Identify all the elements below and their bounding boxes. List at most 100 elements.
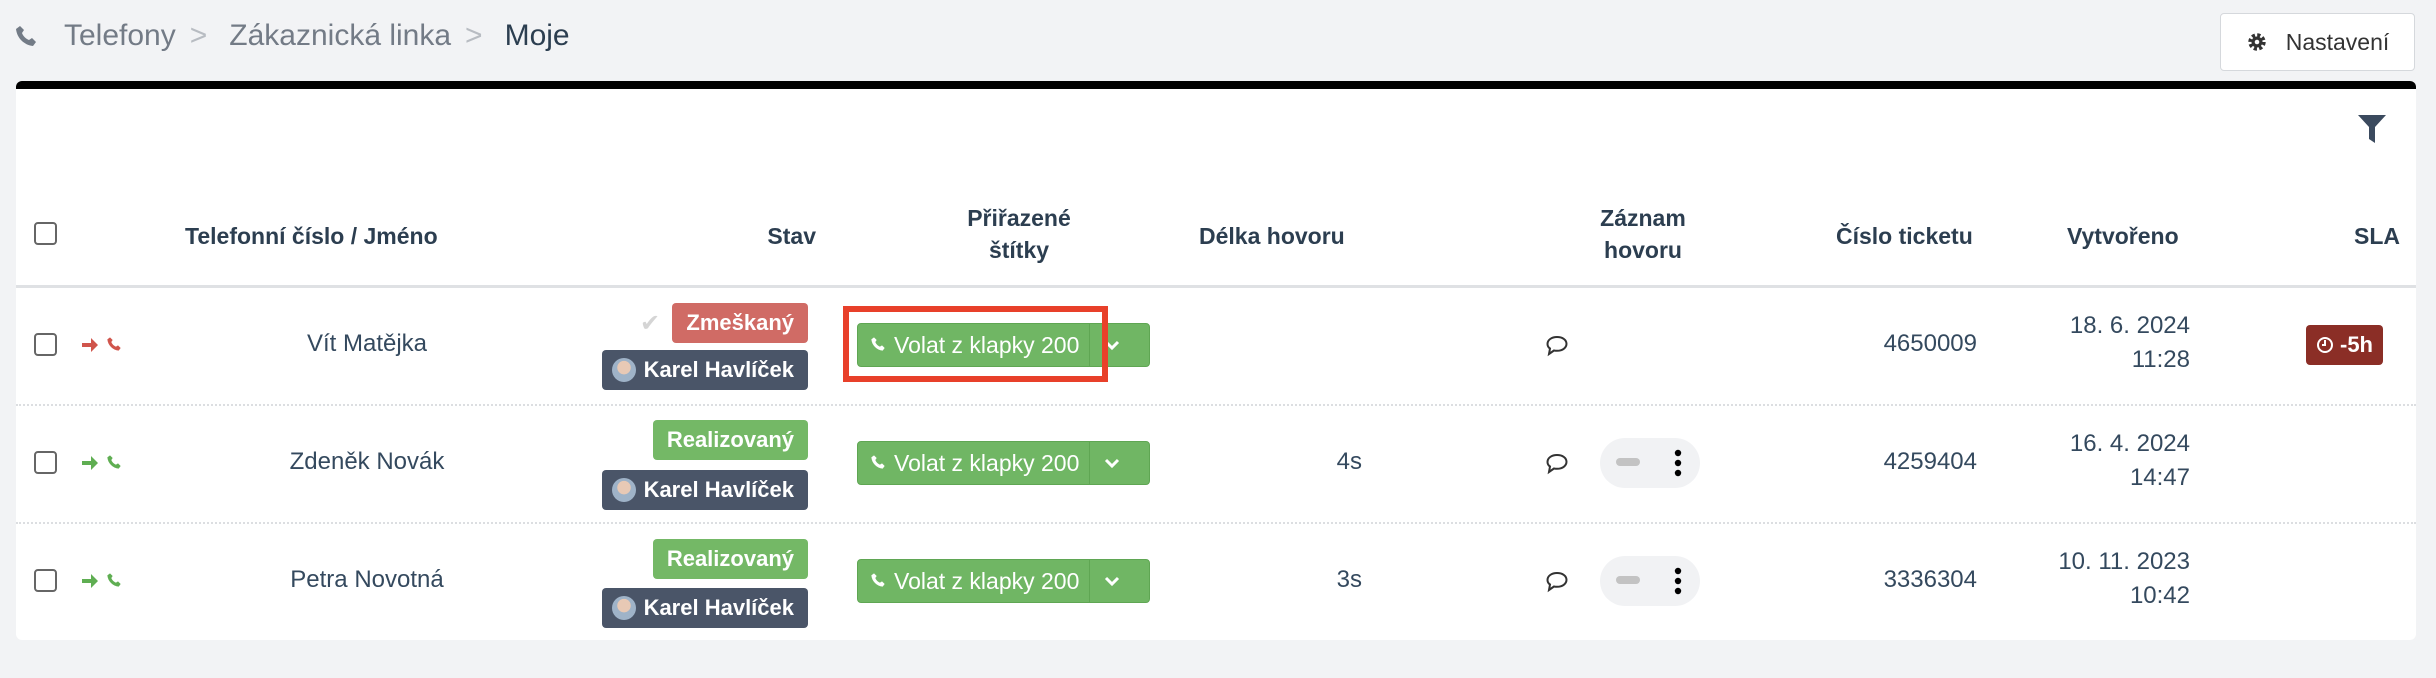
header-tags-line1: Přiřazené: [967, 205, 1071, 231]
call-button-main[interactable]: Volat z klapky 200: [858, 324, 1091, 366]
created-time: 11:28: [2131, 346, 2190, 373]
header-tags: Přiřazené štítky: [919, 202, 1119, 266]
created-time: 10:42: [2129, 582, 2190, 609]
call-direction: [80, 453, 122, 476]
status-badge: Realizovaný: [652, 539, 808, 579]
created-datetime: 18. 6. 2024 11:28: [1990, 309, 2190, 377]
agent-name: Karel Havlíček: [643, 477, 794, 502]
recording-player[interactable]: [1600, 556, 1700, 606]
row-divider: [16, 404, 2416, 406]
calls-table-card: [16, 81, 2416, 640]
settings-label: Nastavení: [2285, 28, 2390, 55]
agent-badge: Karel Havlíček: [601, 588, 808, 628]
header-recording: Záznam hovoru: [1543, 202, 1743, 266]
phone-icon: [870, 568, 886, 595]
created-date: 16. 4. 2024: [2069, 430, 2190, 457]
phone-icon: [106, 571, 122, 594]
arrow-right-icon: [82, 456, 98, 470]
caller-name[interactable]: Petra Novotná: [290, 566, 444, 593]
header-status: Stav: [767, 223, 816, 249]
phone-icon: [106, 335, 122, 358]
call-direction: [80, 571, 122, 594]
call-extension-button: Volat z klapky 200: [857, 323, 1150, 367]
agent-badge: Karel Havlíček: [601, 470, 808, 510]
chevron-down-icon: [1105, 458, 1120, 469]
call-duration: 4s: [1336, 448, 1362, 475]
avatar: [611, 358, 636, 382]
call-label: Volat z klapky 200: [894, 331, 1080, 358]
created-datetime: 10. 11. 2023 10:42: [1990, 545, 2190, 613]
chevron-down-icon: [1105, 340, 1120, 351]
gear-icon: [2248, 33, 2266, 51]
sla-value: -5h: [2340, 332, 2373, 357]
agent-name: Karel Havlíček: [643, 357, 794, 382]
avatar: [611, 596, 636, 620]
created-date: 18. 6. 2024: [2069, 312, 2190, 339]
header-divider: [16, 285, 2416, 288]
status-badge: Realizovaný: [652, 420, 808, 460]
header-recording-line2: hovoru: [1604, 237, 1682, 263]
breadcrumb-item-zakaznicka-linka[interactable]: Zákaznická linka: [229, 19, 452, 52]
comment-icon[interactable]: [1545, 453, 1569, 475]
phone-icon: [16, 26, 36, 46]
call-dropdown-toggle[interactable]: [1090, 442, 1134, 484]
ticket-number[interactable]: 4259404: [1883, 448, 1977, 475]
arrow-right-icon: [82, 574, 98, 588]
call-label: Volat z klapky 200: [894, 567, 1080, 594]
play-progress[interactable]: [1616, 576, 1640, 584]
phone-icon: [106, 453, 122, 476]
breadcrumb-separator: >: [465, 19, 483, 52]
sla-badge: -5h: [2306, 325, 2383, 365]
caller-name[interactable]: Zdeněk Novák: [289, 448, 445, 475]
agent-badge: Karel Havlíček: [601, 350, 808, 390]
call-button-main[interactable]: Volat z klapky 200: [858, 442, 1091, 484]
header-phone-name: Telefonní číslo / Jméno: [185, 223, 438, 249]
call-extension-button: Volat z klapky 200: [857, 441, 1150, 485]
caller-name[interactable]: Vít Matějka: [306, 330, 428, 357]
ticket-number[interactable]: 4650009: [1883, 330, 1977, 357]
recording-player[interactable]: [1600, 438, 1700, 488]
select-all-checkbox[interactable]: [34, 222, 57, 245]
created-date: 10. 11. 2023: [2058, 548, 2190, 575]
breadcrumb: Telefony > Zákaznická linka > Moje: [14, 14, 570, 58]
call-dropdown-toggle[interactable]: [1090, 560, 1134, 602]
more-vertical-icon[interactable]: [1674, 566, 1682, 596]
header-recording-line1: Záznam: [1600, 205, 1686, 231]
call-duration: 3s: [1336, 566, 1362, 593]
header-sla: SLA: [2354, 223, 2400, 249]
created-time: 14:47: [2129, 464, 2190, 491]
created-datetime: 16. 4. 2024 14:47: [1990, 427, 2190, 495]
clock-icon: [2317, 337, 2333, 353]
header-duration: Délka hovoru: [1199, 223, 1345, 249]
highlight-box: [843, 306, 1108, 382]
more-vertical-icon[interactable]: [1674, 448, 1682, 478]
ticket-number[interactable]: 3336304: [1883, 566, 1977, 593]
phone-icon: [870, 332, 886, 359]
breadcrumb-separator: >: [189, 19, 208, 52]
filter-icon[interactable]: [2358, 115, 2386, 143]
header-tags-line2: štítky: [988, 237, 1050, 263]
header-created: Vytvořeno: [2067, 223, 2179, 249]
status-badge: Zmeškaný: [672, 303, 808, 343]
row-checkbox[interactable]: [34, 569, 57, 592]
avatar: [611, 478, 636, 502]
breadcrumb-item-telefony[interactable]: Telefony: [64, 19, 176, 52]
settings-button[interactable]: Nastavení: [2220, 13, 2415, 71]
comment-icon[interactable]: [1545, 571, 1569, 593]
row-checkbox[interactable]: [34, 451, 57, 474]
call-label: Volat z klapky 200: [894, 449, 1080, 476]
agent-name: Karel Havlíček: [643, 595, 794, 620]
phone-icon: [870, 450, 886, 477]
call-direction: [80, 335, 122, 358]
play-progress[interactable]: [1616, 458, 1640, 466]
comment-icon[interactable]: [1545, 335, 1569, 357]
breadcrumb-current: Moje: [504, 19, 570, 52]
row-divider: [16, 522, 2416, 524]
arrow-right-icon: [82, 338, 98, 352]
row-checkbox[interactable]: [34, 333, 57, 356]
call-button-main[interactable]: Volat z klapky 200: [858, 560, 1091, 602]
check-icon: ✔: [640, 310, 661, 337]
header-ticket: Číslo ticketu: [1836, 223, 1973, 249]
call-dropdown-toggle[interactable]: [1090, 324, 1134, 366]
chevron-down-icon: [1105, 576, 1120, 587]
